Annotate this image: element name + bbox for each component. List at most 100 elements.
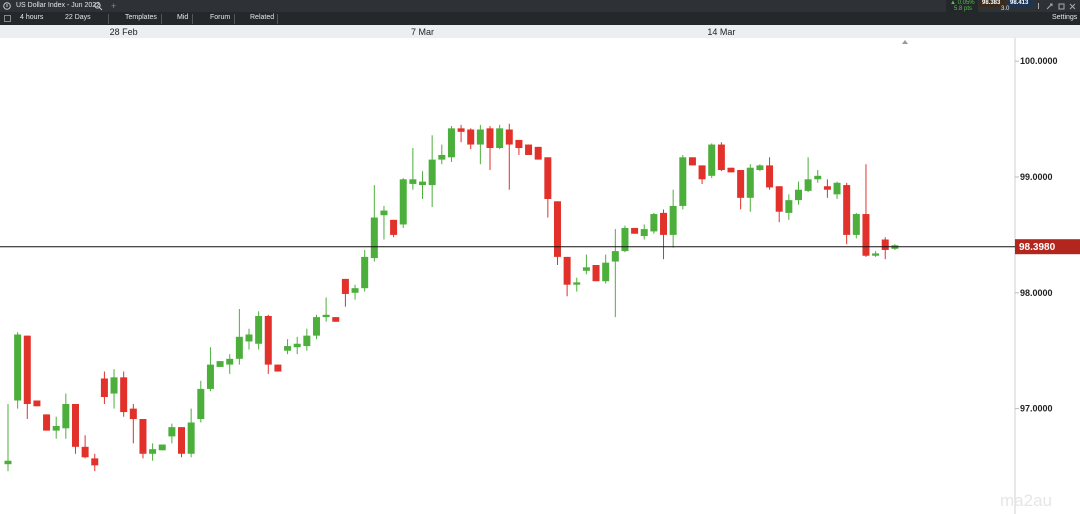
x-tick-label: 14 Mar bbox=[707, 27, 735, 37]
candle-body bbox=[447, 128, 455, 158]
candle-body bbox=[23, 335, 31, 404]
add-tab[interactable]: + bbox=[111, 1, 117, 11]
buy-price[interactable]: 98.413 bbox=[1010, 0, 1029, 6]
instrument-icon bbox=[3, 2, 11, 10]
templates[interactable]: Templates bbox=[125, 14, 157, 21]
separator bbox=[192, 14, 193, 24]
change-pct: ▲ 0.05% bbox=[950, 0, 975, 6]
date-axis bbox=[0, 25, 1080, 38]
y-tick-label: 99.0000 bbox=[1020, 172, 1053, 182]
candle-body bbox=[872, 253, 880, 256]
candle-body bbox=[71, 403, 79, 447]
separator bbox=[234, 14, 235, 24]
price-mode[interactable]: Mid bbox=[177, 14, 189, 21]
candle-body bbox=[582, 267, 590, 271]
candle-body bbox=[197, 388, 205, 420]
instrument-name[interactable]: US Dollar Index - Jun 2022 bbox=[16, 2, 101, 9]
x-tick-label: 28 Feb bbox=[110, 27, 138, 37]
candle-body bbox=[621, 227, 629, 252]
candle-body bbox=[284, 346, 292, 351]
candle-body bbox=[573, 282, 581, 285]
candle-body bbox=[457, 128, 465, 132]
candle-body bbox=[650, 214, 658, 232]
candle-body bbox=[794, 189, 802, 201]
candle-body bbox=[33, 400, 41, 407]
candle-body bbox=[274, 364, 282, 372]
candle-body bbox=[525, 144, 533, 155]
candle-body bbox=[216, 361, 224, 367]
candle-body bbox=[708, 144, 716, 176]
candle-body bbox=[640, 229, 648, 237]
range[interactable]: 22 Days bbox=[65, 14, 91, 21]
current-price-tag bbox=[1015, 239, 1080, 255]
settings[interactable]: Settings bbox=[1052, 14, 1078, 21]
candle-body bbox=[120, 377, 128, 413]
scroll-marker[interactable] bbox=[902, 40, 908, 44]
sell-price[interactable]: 98.383 bbox=[982, 0, 1001, 6]
candle-body bbox=[881, 239, 889, 250]
forum[interactable]: Forum bbox=[210, 14, 231, 21]
candle-body bbox=[679, 157, 687, 206]
candle-body bbox=[380, 210, 388, 216]
candle-body bbox=[361, 256, 369, 289]
candle-body bbox=[62, 403, 70, 429]
candle-body bbox=[833, 182, 841, 195]
candle-body bbox=[91, 458, 99, 466]
candle-body bbox=[698, 165, 706, 180]
candle-body bbox=[293, 343, 301, 348]
candle-body bbox=[843, 185, 851, 235]
candle-body bbox=[814, 175, 822, 180]
candle-body bbox=[737, 170, 745, 198]
candle-body bbox=[264, 315, 272, 365]
candle-body bbox=[717, 144, 725, 171]
candle-body bbox=[553, 201, 561, 257]
sell-box[interactable]: 98.383 bbox=[979, 0, 1005, 7]
candle-body bbox=[756, 165, 764, 171]
candle-body bbox=[370, 217, 378, 259]
toolbar-icon[interactable] bbox=[4, 15, 11, 22]
candle-body bbox=[168, 427, 176, 437]
candle-body bbox=[178, 427, 186, 454]
title-bar: US Dollar Index - Jun 2022 + ▲ 0.05% 5.8… bbox=[0, 0, 1080, 12]
x-tick-label: 7 Mar bbox=[411, 27, 434, 37]
candle-body bbox=[669, 205, 677, 235]
candle-body bbox=[852, 214, 860, 235]
candle-body bbox=[486, 128, 494, 149]
candle-body bbox=[727, 167, 735, 173]
candle-body bbox=[775, 186, 783, 212]
candle-body bbox=[187, 422, 195, 454]
interval[interactable]: 4 hours bbox=[20, 14, 44, 21]
candle-body bbox=[303, 335, 311, 347]
buy-box[interactable]: 98.413 bbox=[1007, 0, 1033, 7]
candle-body bbox=[544, 157, 552, 199]
candle-body bbox=[438, 154, 446, 160]
change-pts: 5.8 pts bbox=[954, 6, 973, 12]
candle-body bbox=[409, 179, 417, 184]
candle-body bbox=[43, 414, 51, 431]
window-icons[interactable] bbox=[1038, 2, 1078, 10]
candle-body bbox=[766, 165, 774, 188]
candle-body bbox=[351, 288, 359, 293]
candle-body bbox=[534, 146, 542, 160]
related[interactable]: Related bbox=[250, 14, 275, 21]
candle-body bbox=[245, 334, 253, 342]
candle-body bbox=[341, 278, 349, 294]
candle-body bbox=[862, 214, 870, 256]
candle-body bbox=[399, 179, 407, 225]
y-tick-label: 97.0000 bbox=[1020, 404, 1053, 414]
candle-body bbox=[390, 219, 398, 235]
current-price-label: 98.3980 bbox=[1019, 242, 1056, 253]
candle-body bbox=[602, 262, 610, 282]
candle-body bbox=[660, 212, 668, 235]
separator bbox=[161, 14, 162, 24]
y-tick-label: 100.0000 bbox=[1020, 56, 1058, 66]
candle-body bbox=[428, 159, 436, 186]
candle-body bbox=[206, 364, 214, 389]
candle-body bbox=[515, 139, 523, 149]
search-icon[interactable] bbox=[94, 2, 103, 11]
candle-body bbox=[496, 128, 504, 149]
spread: 3.0 bbox=[1001, 6, 1010, 12]
separator bbox=[277, 14, 278, 24]
candle-body bbox=[255, 315, 263, 344]
